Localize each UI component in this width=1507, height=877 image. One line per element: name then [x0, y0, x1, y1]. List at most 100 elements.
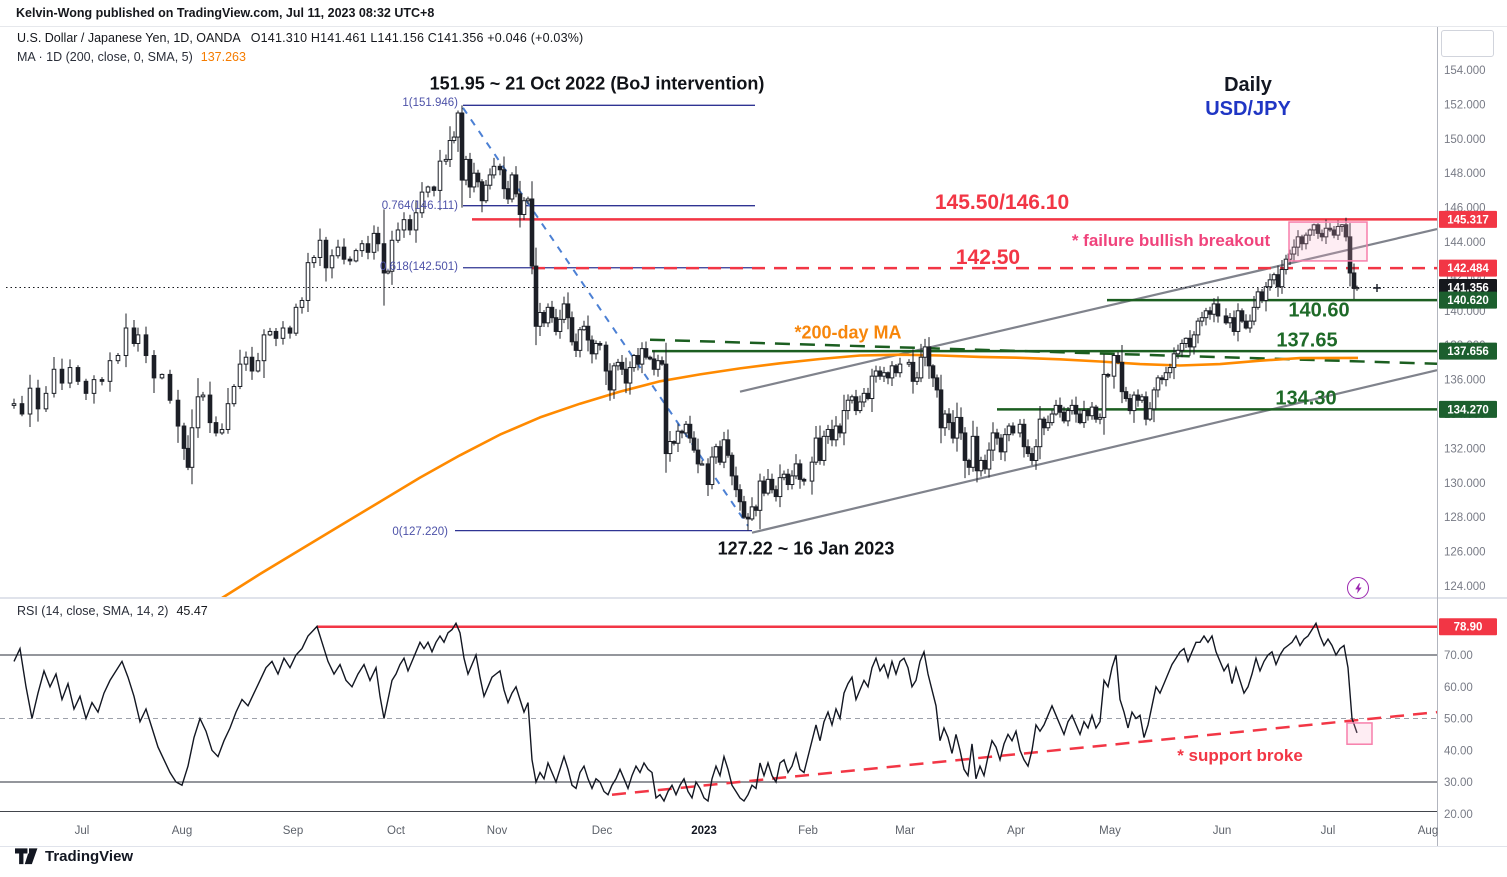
candle-body	[663, 363, 669, 455]
candle-body	[789, 475, 795, 486]
candle-body	[353, 250, 359, 262]
month-label: Feb	[798, 825, 818, 837]
candle-body	[231, 385, 237, 405]
candle-body	[323, 239, 329, 269]
candle-body	[131, 327, 137, 344]
candle-body	[1123, 391, 1129, 400]
candle-body	[475, 172, 481, 183]
candle-body	[1243, 320, 1249, 329]
symbol-legend[interactable]: U.S. Dollar / Japanese Yen, 1D, OANDA O14…	[17, 31, 583, 45]
candle-body	[1163, 372, 1169, 381]
candle-body	[1199, 317, 1205, 322]
candle-body	[709, 456, 715, 486]
footer[interactable]: TradingView	[15, 848, 133, 865]
candle-body	[1283, 258, 1289, 271]
candle-body	[922, 346, 928, 358]
candle-body	[1049, 413, 1055, 424]
candle-body	[785, 473, 791, 486]
candle-body	[243, 356, 249, 365]
candle-body	[861, 392, 867, 403]
rsi-indicator-title: RSI (14, close, SMA, 14, 2)	[17, 604, 169, 618]
candle-body	[585, 325, 591, 341]
candle-body	[741, 501, 747, 518]
candle-body	[1215, 303, 1221, 317]
candle-body	[517, 193, 523, 215]
candle-body	[1097, 416, 1103, 420]
candle-body	[459, 112, 465, 181]
publish-idea-button[interactable]	[1347, 577, 1369, 599]
candle-body	[938, 389, 944, 429]
candle-body	[643, 348, 649, 358]
candle-body	[581, 325, 587, 331]
candle-body	[305, 262, 311, 301]
price-tick-label: 140.000	[1444, 306, 1486, 318]
candle-body	[781, 473, 787, 479]
month-label: Oct	[387, 825, 406, 837]
candle-body	[280, 327, 286, 339]
candle-body	[713, 446, 719, 458]
price-badge-label: 134.270	[1447, 404, 1489, 416]
candle-body	[841, 410, 847, 434]
top-layer	[6, 221, 1437, 292]
candle-body	[389, 239, 395, 272]
candle-body	[407, 219, 413, 231]
candle-body	[189, 427, 195, 468]
price-tick-label: 126.000	[1444, 547, 1486, 559]
candle-body	[765, 478, 771, 494]
candle-body	[365, 243, 371, 253]
candle-body	[1131, 394, 1137, 412]
candle-body	[1077, 413, 1083, 424]
rsi-indicator-value: 45.47	[176, 604, 208, 618]
candle-body	[107, 360, 113, 382]
candle-body	[777, 477, 783, 498]
candle-body	[849, 396, 855, 401]
candle-body	[1183, 337, 1189, 344]
candle-body	[1159, 377, 1165, 381]
candle-body	[857, 401, 863, 412]
ohlc-values: O141.310 H141.461 L141.156 C141.356 +0.0…	[250, 31, 584, 45]
month-label: Aug	[1418, 825, 1438, 837]
candle-body	[695, 449, 701, 465]
candle-body	[881, 372, 887, 377]
candle-body	[667, 441, 673, 455]
rsi-pane	[0, 621, 1438, 803]
candle-body	[721, 439, 727, 463]
axes[interactable]: 156.000154.000152.000150.000148.000146.0…	[0, 26, 1507, 847]
candle-body	[195, 396, 201, 429]
candle-body	[463, 158, 469, 181]
candle-body	[1255, 291, 1261, 308]
candle-body	[401, 219, 407, 231]
candle-body	[757, 480, 763, 511]
candle-body	[419, 191, 425, 214]
candle-body	[699, 463, 705, 466]
publish-bar-text: Kelvin-Wong published on TradingView.com…	[16, 6, 435, 20]
candle-body	[833, 425, 839, 441]
candle-body	[729, 454, 735, 477]
candle-body	[1033, 446, 1039, 461]
tradingview-logo-icon	[15, 848, 38, 865]
fib-label-0764: 0.764(146.111)	[381, 200, 458, 212]
candle-body	[974, 435, 980, 472]
candle-body	[966, 459, 972, 468]
candle-body	[906, 361, 912, 365]
candle-body	[1275, 274, 1281, 288]
candle-body	[982, 459, 988, 470]
candle-body	[1271, 274, 1277, 281]
candle-body	[497, 165, 503, 171]
candle-body	[91, 379, 97, 394]
candle-body	[1231, 317, 1237, 332]
candle-body	[99, 379, 105, 382]
candle-body	[1081, 410, 1087, 424]
ma-legend[interactable]: MA · 1D (200, close, 0, SMA, 5) 137.263	[17, 50, 246, 64]
candle-body	[619, 361, 625, 370]
candle-body	[249, 356, 255, 372]
candle-body	[1093, 406, 1099, 420]
rsi-legend[interactable]: RSI (14, close, SMA, 14, 2) 45.47	[17, 604, 208, 618]
candle-body	[1037, 418, 1043, 448]
lightning-icon	[1354, 582, 1362, 594]
candle-body	[569, 317, 575, 343]
candle-body	[809, 461, 815, 482]
price-badge-label: 145.317	[1447, 214, 1489, 226]
candle-body	[293, 306, 299, 334]
